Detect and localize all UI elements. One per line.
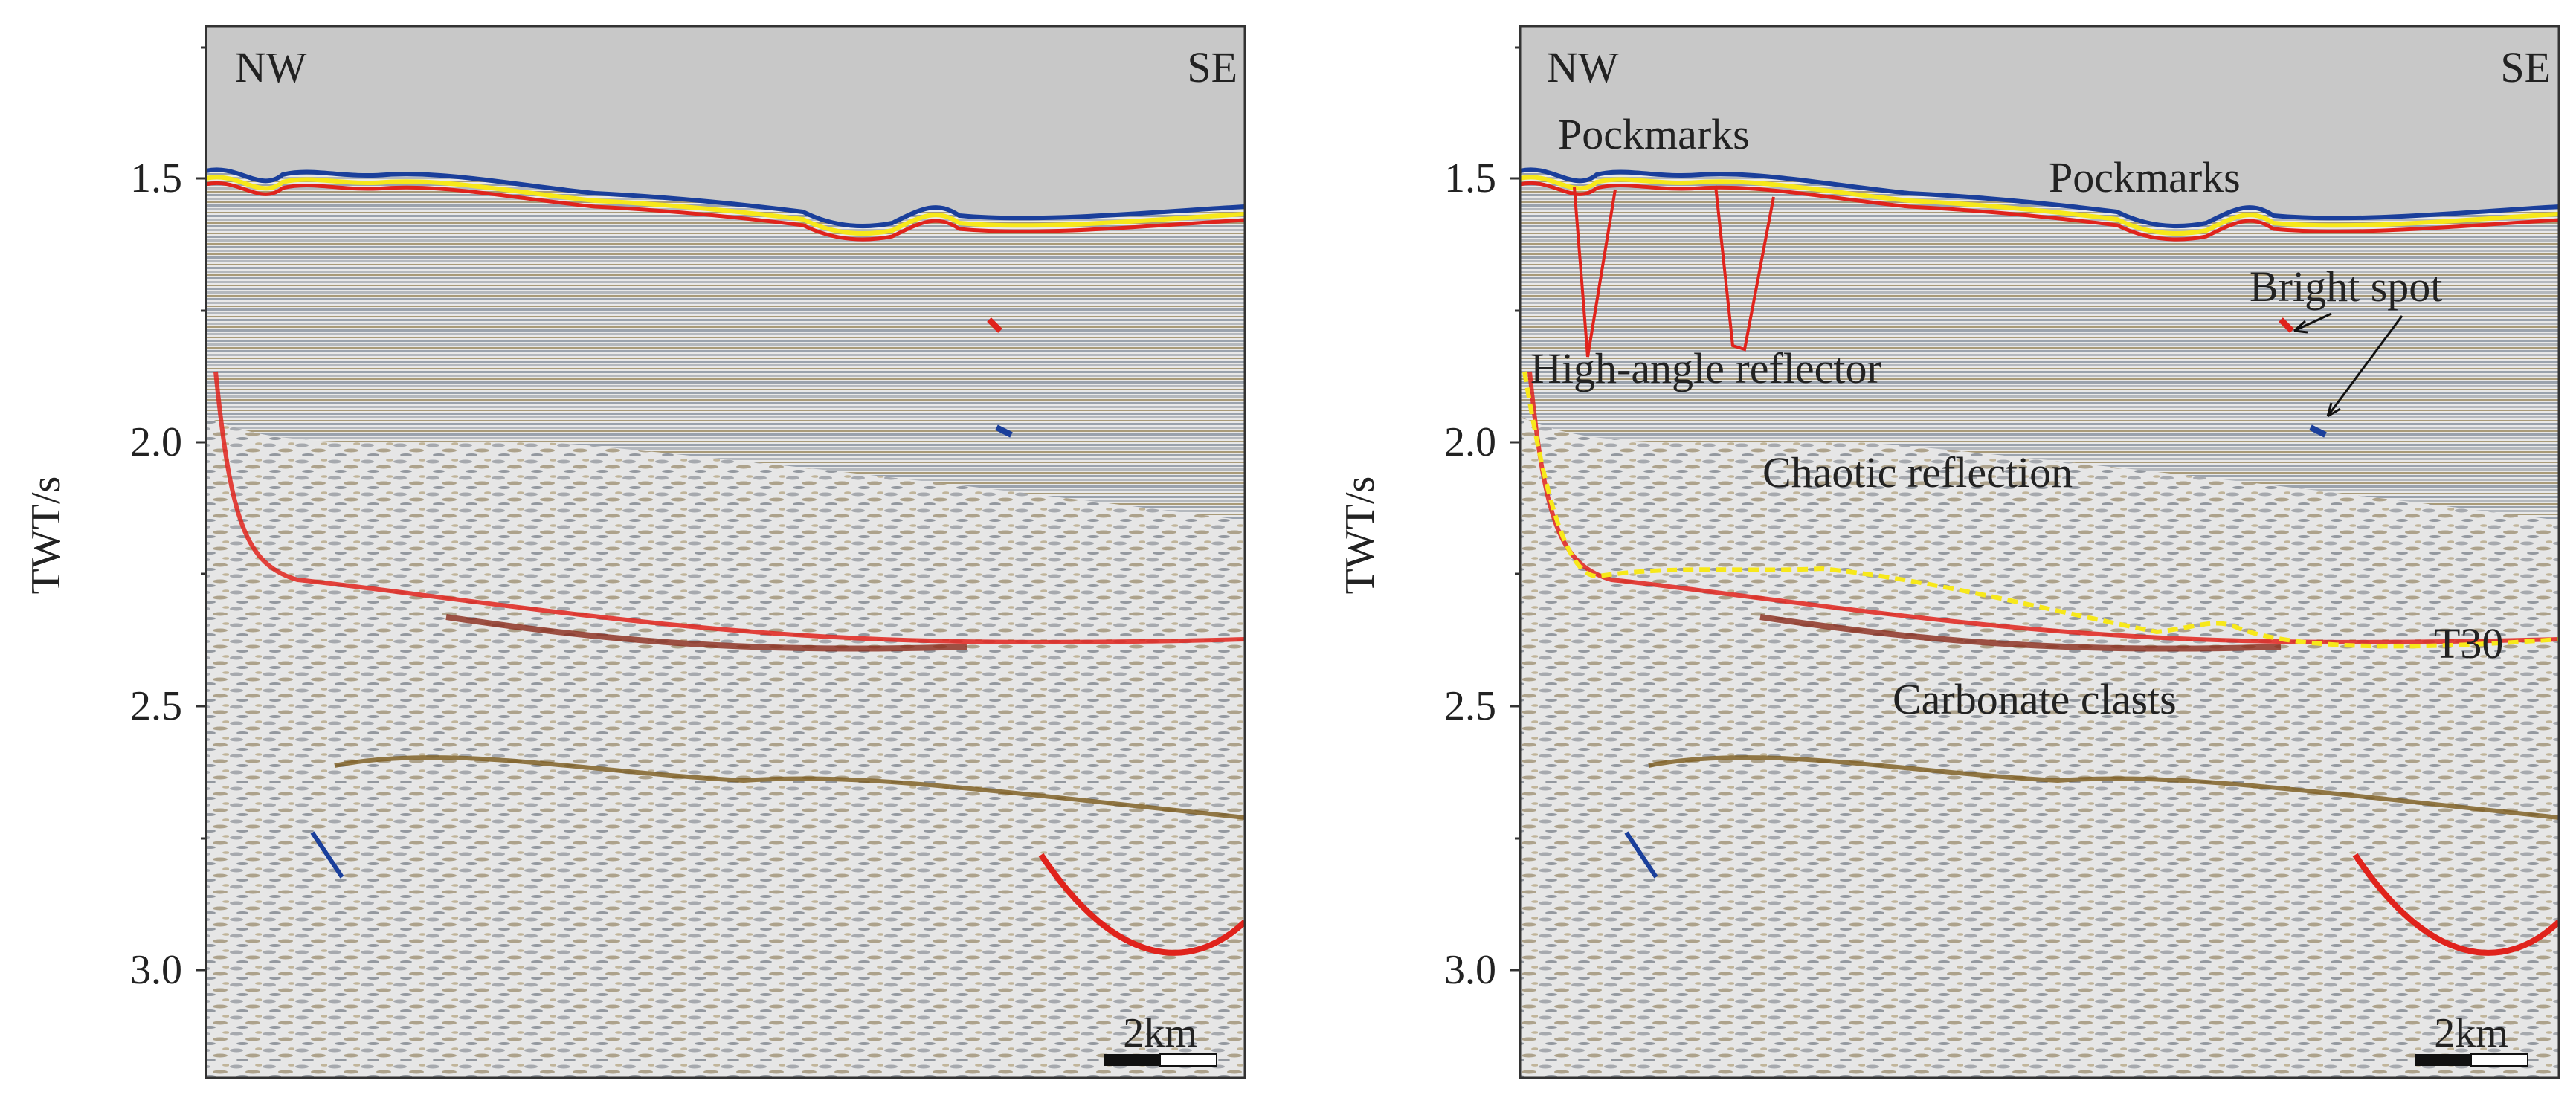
left-se-label: SE <box>1187 43 1237 91</box>
left-tick-2-0: 2.0 <box>130 419 182 465</box>
right-nw-label: NW <box>1547 43 1619 91</box>
right-se-label: SE <box>2500 43 2551 91</box>
pockmarks-label-2: Pockmarks <box>2049 153 2241 201</box>
left-y-ticks <box>196 46 206 972</box>
right-scale-label: 2km <box>2434 1010 2508 1056</box>
left-tick-1-5: 1.5 <box>130 155 182 201</box>
right-panel-frame <box>1519 25 2560 1079</box>
left-panel-frame <box>205 25 1246 1079</box>
chaotic-reflection-label: Chaotic reflection <box>1762 448 2073 497</box>
left-tick-3-0: 3.0 <box>130 947 182 993</box>
t30-horizon-label: T30 <box>2434 619 2503 668</box>
left-nw-label: NW <box>235 43 307 91</box>
right-tick-1-5: 1.5 <box>1444 155 1496 201</box>
pockmarks-label-1: Pockmarks <box>1558 110 1750 158</box>
left-scale-label: 2km <box>1123 1010 1197 1056</box>
right-seismic-panel: 1.5 2.0 2.5 3.0 TWT/s NW SE Pockmarks Po… <box>1337 25 2560 1079</box>
high-angle-reflector-label: High-angle reflector <box>1530 344 1881 392</box>
high-angle-reflector-lines-2 <box>1714 185 1775 352</box>
bright-spot-label: Bright spot <box>2250 262 2442 311</box>
t30-horizon-line <box>1522 371 2559 649</box>
high-angle-reflector-lines-1 <box>1573 187 1617 358</box>
left-y-axis-label: TWT/s <box>23 476 69 595</box>
left-scale-bar <box>1104 1053 1217 1067</box>
right-y-ticks <box>1510 46 1520 972</box>
right-tick-3-0: 3.0 <box>1444 947 1496 993</box>
left-seismic-panel: 1.5 2.0 2.5 3.0 TWT/s NW SE 2km <box>23 25 1246 1079</box>
right-y-axis-label: TWT/s <box>1337 476 1383 595</box>
right-tick-2-0: 2.0 <box>1444 419 1496 465</box>
right-scale-bar <box>2415 1053 2528 1067</box>
left-tick-2-5: 2.5 <box>130 683 182 729</box>
carbonate-clasts-label: Carbonate clasts <box>1893 675 2177 723</box>
right-tick-2-5: 2.5 <box>1444 683 1496 729</box>
